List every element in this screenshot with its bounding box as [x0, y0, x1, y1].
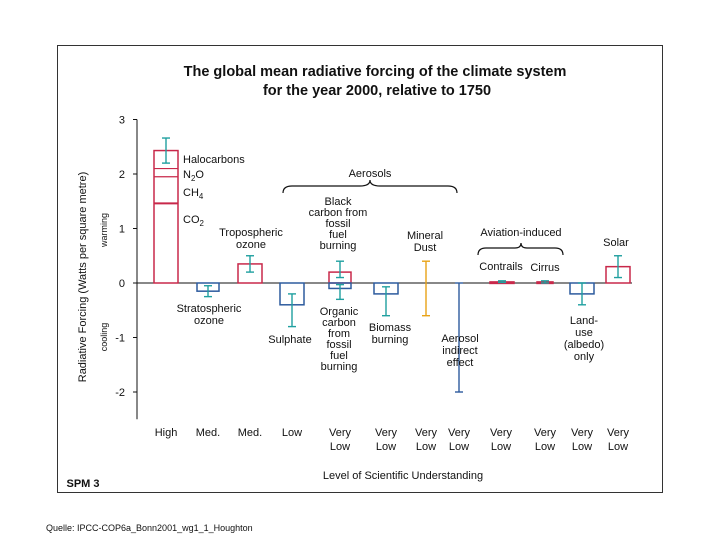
annotation-aerosols: Aerosols: [349, 168, 392, 180]
annotation-aerosol-indirect: Aerosol: [441, 333, 478, 345]
level-label: Very: [375, 427, 398, 439]
y-tick-label: -2: [115, 387, 125, 399]
level-label: Low: [282, 427, 302, 439]
annotation-cirrus: Cirrus: [530, 262, 560, 274]
level-label: Very: [607, 427, 630, 439]
level-label: Low: [535, 441, 555, 453]
level-label: Very: [490, 427, 513, 439]
x-axis-label: Level of Scientific Understanding: [323, 470, 483, 482]
cooling-label: cooling: [99, 323, 109, 352]
y-tick-label: 3: [119, 115, 125, 127]
source-caption: Quelle: IPCC-COP6a_Bonn2001_wg1_1_Hought…: [46, 523, 253, 533]
y-tick-label: 0: [119, 278, 125, 290]
level-label: High: [155, 427, 178, 439]
error-bar: [336, 283, 344, 301]
annotation-land-use: only: [574, 351, 595, 363]
figure-tag: SPM 3: [66, 478, 99, 490]
annotation-stratospheric-ozone: ozone: [194, 315, 224, 327]
error-bar: [422, 260, 430, 317]
level-label: Med.: [238, 427, 262, 439]
annotation-solar: Solar: [603, 237, 629, 249]
annotation-tropospheric-ozone: ozone: [236, 239, 266, 251]
annotation-black-carbon: burning: [320, 240, 357, 252]
error-bar: [204, 285, 212, 298]
annotation-organic-carbon: burning: [321, 361, 358, 373]
annotation-land-use: Land-: [570, 315, 598, 327]
bar: [153, 149, 179, 284]
annotation-sulphate: Sulphate: [268, 334, 311, 346]
level-label: Very: [329, 427, 352, 439]
aviation-brace: [477, 242, 564, 256]
annotation-aerosol-indirect: indirect: [442, 345, 477, 357]
level-label: Very: [571, 427, 594, 439]
level-label: Very: [534, 427, 557, 439]
level-label: Low: [330, 441, 350, 453]
annotation-black-carbon: carbon from: [309, 207, 368, 219]
level-label: Low: [376, 441, 396, 453]
level-label: Low: [449, 441, 469, 453]
error-bar: [498, 280, 506, 284]
error-bar: [336, 260, 344, 279]
annotation-organic-carbon: fossil: [326, 339, 351, 351]
annotation-co2: CO2: [183, 214, 204, 228]
level-label: Med.: [196, 427, 220, 439]
annotation-ch4: CH4: [183, 187, 204, 201]
annotation-organic-carbon: from: [328, 328, 350, 340]
annotation-aviation: Aviation-induced: [480, 227, 561, 239]
annotation-land-use: use: [575, 327, 593, 339]
chart-title: The global mean radiative forcing of the…: [184, 64, 567, 80]
level-label: Low: [416, 441, 436, 453]
annotation-organic-carbon: carbon: [322, 317, 356, 329]
annotation-aerosol-indirect: effect: [447, 357, 474, 369]
annotation-n2o: N2O: [183, 169, 204, 183]
level-label: Low: [608, 441, 628, 453]
annotation-tropospheric-ozone: Tropospheric: [219, 227, 283, 239]
annotation-biomass-burning: burning: [372, 334, 409, 346]
error-bar: [455, 282, 463, 393]
level-label: Very: [415, 427, 438, 439]
annotation-land-use: (albedo): [564, 339, 604, 351]
annotation-mineral-dust: Mineral: [407, 230, 443, 242]
annotation-stratospheric-ozone: Stratospheric: [177, 303, 242, 315]
error-bar: [614, 255, 622, 279]
annotation-biomass-burning: Biomass: [369, 322, 412, 334]
error-bar: [541, 280, 549, 284]
annotation-mineral-dust: Dust: [414, 242, 437, 254]
y-tick-label: 2: [119, 169, 125, 181]
level-label: Low: [491, 441, 511, 453]
y-tick-label: -1: [115, 333, 125, 345]
warming-label: warming: [99, 213, 109, 248]
annotation-organic-carbon: Organic: [320, 306, 359, 318]
level-label: Very: [448, 427, 471, 439]
annotation-black-carbon: fuel: [329, 229, 347, 241]
annotation-contrails: Contrails: [479, 261, 523, 273]
error-bar: [288, 293, 296, 328]
level-label: Low: [572, 441, 592, 453]
y-tick-label: 1: [119, 224, 125, 236]
error-bar: [246, 255, 254, 273]
annotation-halocarbons: Halocarbons: [183, 154, 245, 166]
figure-frame: [57, 45, 663, 493]
aerosols-brace: [282, 179, 458, 194]
annotation-black-carbon: Black: [325, 196, 352, 208]
annotation-organic-carbon: fuel: [330, 350, 348, 362]
chart-subtitle: for the year 2000, relative to 1750: [263, 83, 491, 99]
error-bar: [162, 137, 170, 164]
annotation-black-carbon: fossil: [325, 218, 350, 230]
y-axis-label: Radiative Forcing (Watts per square metr…: [77, 172, 89, 383]
error-bar: [382, 286, 390, 317]
error-bar: [578, 282, 586, 306]
